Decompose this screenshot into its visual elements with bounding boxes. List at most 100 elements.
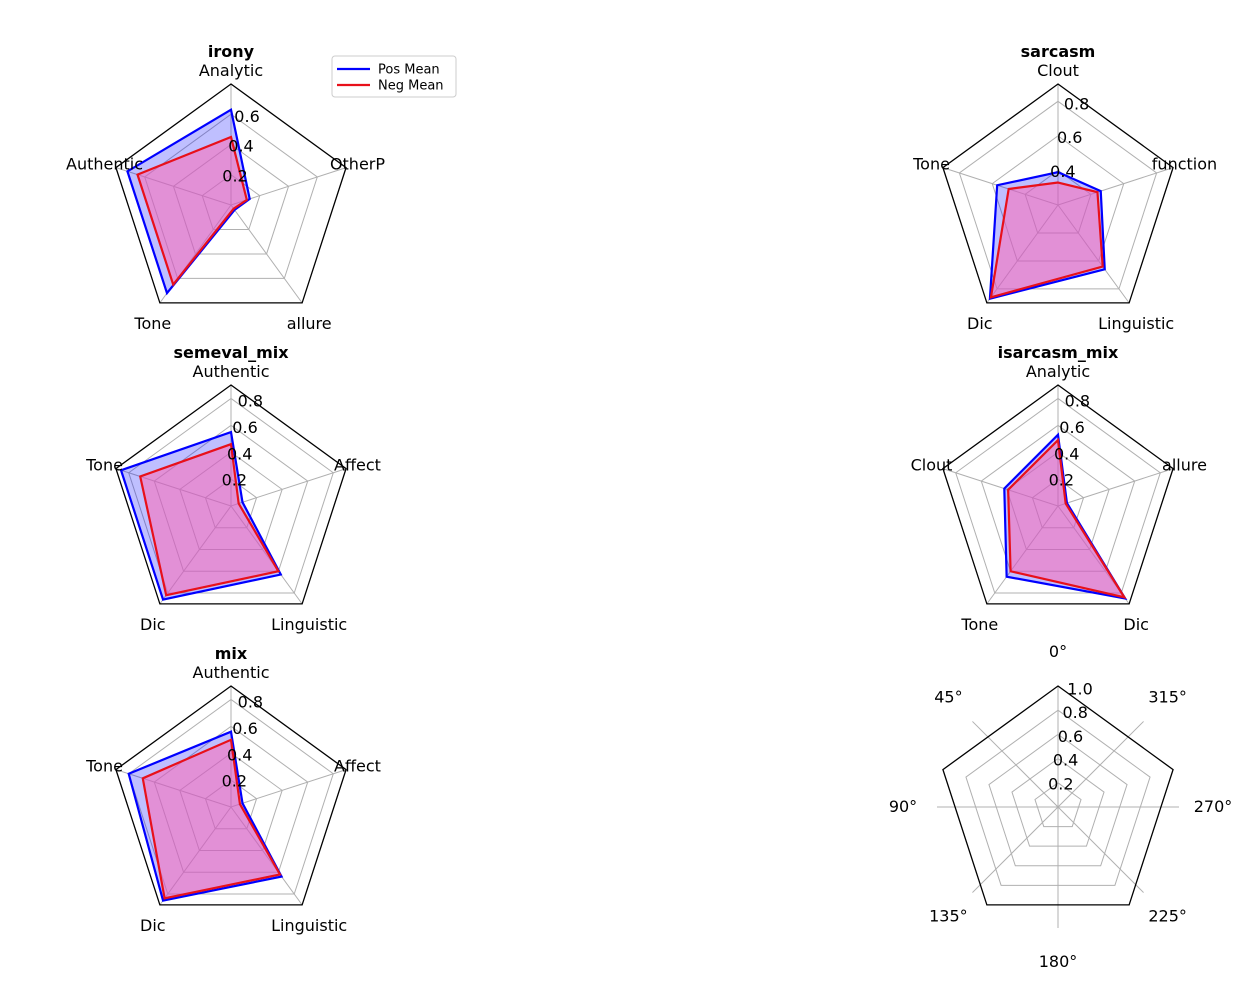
series-line-neg-mean: [989, 181, 1104, 299]
grid-spoke: [1057, 806, 1144, 893]
grid-spoke: [230, 468, 347, 507]
series-line-pos-mean: [119, 430, 283, 601]
series-fill-neg: [140, 444, 279, 596]
radar-frame: [115, 83, 347, 304]
r-tick-label: 0.4: [1050, 162, 1075, 181]
series-line-pos-mean: [1003, 432, 1128, 600]
legend-box: [331, 55, 457, 98]
category-label: 135°: [929, 907, 968, 926]
category-label: allure: [287, 314, 332, 333]
r-tick-label: 1.0: [1067, 679, 1092, 698]
series-line-neg-mean: [141, 738, 282, 900]
r-tick-label: 0.2: [222, 471, 247, 490]
r-tick-label: 0.4: [1053, 751, 1078, 770]
series-line-neg-mean: [136, 135, 249, 287]
r-tick-label: 0.4: [227, 444, 252, 463]
radar-panel-isarcasm_mix: 0.2 0.4 0.6 0.8 Analytic allure Dic Tone Clout is…: [911, 343, 1207, 634]
r-tick-label: 0.2: [1049, 471, 1074, 490]
category-label: Dic: [140, 916, 166, 935]
radar-panel-semeval_mix: 0.2 0.4 0.6 0.8 Authentic Affect Linguistic Dic…: [85, 343, 381, 634]
category-label: allure: [1162, 455, 1207, 474]
category-label: Authentic: [193, 362, 270, 381]
legend-label: Neg Mean: [378, 79, 444, 94]
series-line-neg-mean: [138, 442, 281, 597]
category-label: Authentic: [66, 154, 143, 173]
category-label: Linguistic: [1098, 314, 1174, 333]
r-tick-label: 0.8: [1065, 392, 1090, 411]
radar-frame: [115, 384, 347, 605]
series-fill-neg: [142, 739, 280, 899]
grid-spoke: [230, 204, 303, 304]
category-label: Dic: [1123, 615, 1149, 634]
category-label: Analytic: [1026, 362, 1090, 381]
category-label: Tone: [85, 756, 123, 775]
grid-ring: [958, 100, 1158, 290]
chart-title: irony: [208, 42, 255, 61]
category-label: 180°: [1039, 952, 1078, 971]
grid-spoke: [230, 769, 347, 808]
grid-ring: [128, 397, 334, 594]
radar-panel-blank: 0.2 0.4 0.6 0.8 1.00° 315° 270° 225° 180° 135° 90°…: [889, 642, 1232, 971]
radar-frame: [942, 83, 1174, 304]
category-label: Clout: [911, 455, 953, 474]
r-tick-label: 0.6: [232, 418, 257, 437]
category-label: Tone: [960, 615, 998, 634]
radar-frame: [942, 384, 1174, 605]
category-label: 270°: [1194, 797, 1233, 816]
radar-panel-mix: 0.2 0.4 0.6 0.8 Authentic Affect Linguistic Dic…: [85, 644, 381, 935]
category-label: 225°: [1148, 907, 1187, 926]
r-tick-label: 0.6: [234, 107, 259, 126]
series-fill-neg: [137, 136, 247, 285]
r-tick-label: 0.8: [1064, 94, 1089, 113]
chart-title: semeval_mix: [173, 343, 289, 362]
category-label: Tone: [912, 154, 950, 173]
r-tick-label: 0.4: [1054, 444, 1079, 463]
r-tick-label: 0.4: [228, 137, 253, 156]
r-tick-label: 0.2: [1048, 774, 1073, 793]
category-label: 90°: [889, 797, 917, 816]
r-tick-label: 0.8: [238, 392, 263, 411]
r-tick-label: 0.6: [232, 719, 257, 738]
r-tick-label: 0.2: [222, 166, 247, 185]
category-label: Analytic: [199, 61, 263, 80]
grid-spoke: [1057, 468, 1174, 507]
r-tick-label: 0.8: [1063, 703, 1088, 722]
category-label: Dic: [967, 314, 993, 333]
radar-panel-sarcasm: 0.4 0.6 0.8 Clout function Linguistic Dic Tone s…: [912, 42, 1217, 333]
legend-label: Pos Mean: [378, 63, 440, 78]
series-fill-neg: [1008, 440, 1125, 598]
grid-spoke: [972, 721, 1059, 808]
category-label: Tone: [133, 314, 171, 333]
grid-ring: [128, 698, 334, 895]
grid-ring: [955, 397, 1161, 594]
r-tick-label: 0.6: [1058, 727, 1083, 746]
r-tick-label: 0.6: [1059, 418, 1084, 437]
r-tick-label: 0.4: [227, 745, 252, 764]
category-label: function: [1152, 154, 1217, 173]
radar-panel-irony: 0.2 0.4 0.6 Analytic OtherP allure Tone Authent…: [66, 42, 457, 333]
category-label: Authentic: [193, 663, 270, 682]
radar-frame: [942, 685, 1174, 906]
r-tick-label: 0.6: [1057, 128, 1082, 147]
chart-title: mix: [215, 644, 248, 663]
r-tick-label: 0.2: [222, 772, 247, 791]
category-label: 315°: [1148, 687, 1187, 706]
series-line-pos-mean: [988, 171, 1106, 301]
category-label: Affect: [334, 756, 381, 775]
grid-spoke: [1057, 721, 1144, 808]
radar-frame: [115, 685, 347, 906]
chart-title: sarcasm: [1021, 42, 1096, 61]
grid-spoke: [972, 806, 1059, 893]
category-label: OtherP: [330, 154, 385, 173]
series-line-neg-mean: [1007, 437, 1127, 600]
category-label: Linguistic: [271, 916, 347, 935]
r-tick-label: 0.8: [238, 693, 263, 712]
category-label: Affect: [334, 455, 381, 474]
category-label: 0°: [1049, 642, 1067, 661]
category-label: Linguistic: [271, 615, 347, 634]
category-label: Clout: [1037, 61, 1079, 80]
series-line-pos-mean: [127, 730, 284, 902]
category-label: Dic: [140, 615, 166, 634]
